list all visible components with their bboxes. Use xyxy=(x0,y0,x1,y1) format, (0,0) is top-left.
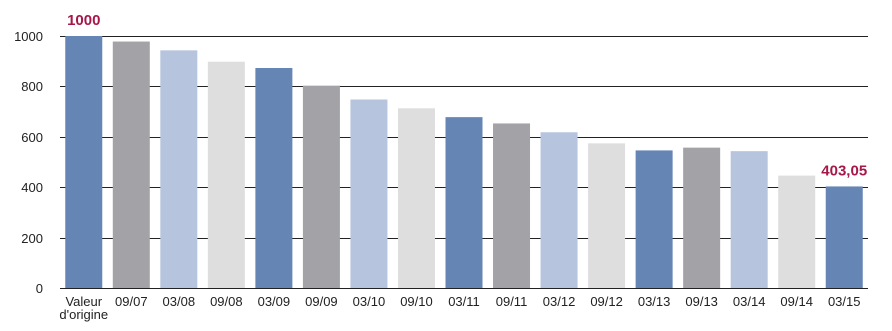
bar xyxy=(540,132,578,288)
x-tick-label: Valeur d'origine xyxy=(59,294,108,322)
y-tick-label: 800 xyxy=(21,79,43,94)
data-labels: 1000 403,05 xyxy=(67,12,867,179)
bar xyxy=(683,147,721,288)
x-tick-label: 09/11 xyxy=(496,294,528,309)
x-tick-label: 09/10 xyxy=(400,294,433,309)
x-tick-label: 09/07 xyxy=(115,294,148,309)
x-tick-label: 03/13 xyxy=(638,294,671,309)
y-tick-label: 0 xyxy=(36,281,43,296)
bar xyxy=(207,61,245,289)
bar xyxy=(350,99,388,288)
bar xyxy=(588,143,626,288)
x-axis-ticks: Valeur d'origine 09/07 03/08 09/08 03/09 09/09… xyxy=(59,294,860,322)
y-axis-ticks: 0 200 400 600 800 1000 xyxy=(14,29,43,296)
x-tick-label: 03/09 xyxy=(258,294,291,309)
y-tick-label: 600 xyxy=(21,130,43,145)
bar xyxy=(255,68,293,288)
x-tick-label: 03/14 xyxy=(733,294,766,309)
bars xyxy=(65,36,863,289)
bar xyxy=(302,85,340,288)
bar xyxy=(825,186,863,288)
x-tick-label: 03/10 xyxy=(353,294,386,309)
y-tick-label: 400 xyxy=(21,180,43,195)
bar xyxy=(635,150,673,288)
bar xyxy=(730,151,768,288)
bar xyxy=(65,36,103,288)
x-tick-label: 03/12 xyxy=(543,294,576,309)
x-tick-label: 09/14 xyxy=(780,294,813,309)
data-label: 403,05 xyxy=(821,162,867,179)
x-tick-label: 03/11 xyxy=(448,294,480,309)
x-tick-label: 09/08 xyxy=(210,294,243,309)
data-label: 1000 xyxy=(67,12,100,29)
x-tick-label: 09/12 xyxy=(590,294,623,309)
x-tick-label: 09/13 xyxy=(685,294,718,309)
bar xyxy=(112,41,150,288)
x-tick-label: 03/15 xyxy=(828,294,861,309)
bar xyxy=(397,108,435,288)
bar xyxy=(160,50,198,288)
bar xyxy=(445,117,483,288)
y-tick-label: 200 xyxy=(21,231,43,246)
x-tick-label: 09/09 xyxy=(305,294,338,309)
x-tick-label: 03/08 xyxy=(163,294,196,309)
bar xyxy=(778,175,816,288)
bar xyxy=(493,123,531,288)
y-tick-label: 1000 xyxy=(14,29,43,44)
